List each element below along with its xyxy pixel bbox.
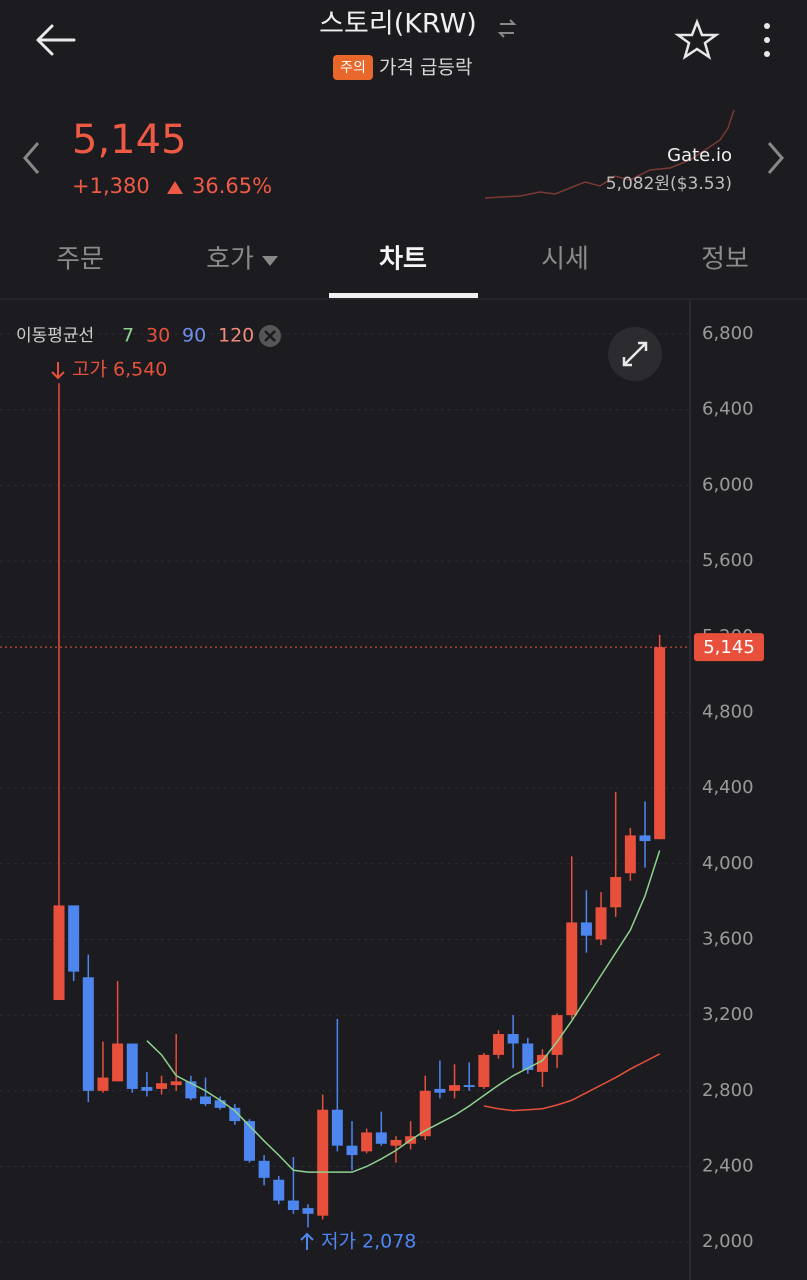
exchange-price: 5,082원($3.53) (606, 174, 732, 194)
y-tick-label: 2,000 (702, 1231, 754, 1252)
candle-body (214, 1100, 226, 1108)
high-arrow (51, 362, 65, 380)
candle-body (156, 1083, 168, 1089)
low-arrow (300, 1232, 314, 1250)
candle-body (361, 1132, 373, 1152)
candle-body (390, 1140, 402, 1146)
candle-body (346, 1145, 358, 1156)
badge (333, 55, 373, 80)
y-tick-label: 5,600 (702, 550, 754, 571)
ma-line (146, 850, 661, 1173)
candle-body (507, 1034, 519, 1044)
candle-body (493, 1034, 504, 1055)
badge-text: 주의 (340, 60, 366, 76)
candle-body (536, 1054, 548, 1072)
candle-body (97, 1077, 109, 1091)
warning: 가격 급등락 (379, 57, 472, 79)
candle-body (580, 922, 592, 936)
price: 5,145 (72, 117, 187, 163)
dropdown-icon (262, 256, 278, 266)
tab-indicator (329, 293, 478, 298)
y-tick-label: 2,400 (702, 1155, 754, 1176)
y-tick-label: 6,000 (702, 474, 754, 495)
y-tick-label: 3,600 (702, 928, 754, 949)
more-button[interactable] (764, 23, 770, 57)
candle-body (317, 1109, 329, 1216)
candle-body (302, 1208, 314, 1214)
candle-body (375, 1132, 387, 1144)
candle-body (419, 1090, 431, 1137)
exchange: Gate.io (667, 145, 732, 166)
candle-body (522, 1043, 534, 1070)
candle-body (595, 907, 607, 940)
candle-body (53, 905, 65, 1000)
price-change: +1,380 (72, 174, 150, 198)
price-rate: 36.65% (192, 174, 272, 198)
candle-body (434, 1088, 446, 1093)
candle-body (170, 1081, 182, 1086)
candle-body (243, 1121, 255, 1161)
y-tick-label: 6,400 (702, 399, 754, 420)
candle-body (112, 1043, 124, 1082)
tab[interactable]: 호가 (206, 245, 254, 275)
candle-body (654, 647, 666, 840)
high-label: 고가 6,540 (72, 359, 167, 381)
candle-body (463, 1085, 475, 1088)
candle-body (287, 1200, 299, 1210)
candle-body (229, 1107, 241, 1122)
next-button[interactable] (767, 142, 784, 174)
candle-body (566, 922, 578, 1016)
legend-title: 이동평균선 (16, 326, 94, 346)
candle-body (68, 905, 80, 972)
candle-body (185, 1081, 197, 1099)
y-tick-label: 6,800 (702, 323, 754, 344)
up-triangle (167, 181, 183, 194)
candle-body (82, 977, 94, 1091)
candle-body (624, 835, 636, 874)
candle-body (141, 1087, 153, 1091)
current-price-label: 5,145 (703, 637, 755, 658)
candle-body (610, 877, 622, 908)
low-label: 저가 2,078 (321, 1231, 416, 1253)
tab[interactable]: 정보 (701, 245, 749, 275)
tab[interactable]: 시세 (541, 245, 589, 275)
current-price-box (694, 633, 764, 662)
close-ma[interactable] (259, 325, 281, 347)
y-tick-label: 4,000 (702, 853, 754, 874)
candle-body (639, 835, 651, 842)
title: 스토리(KRW) (319, 9, 477, 40)
y-tick-label: 4,800 (702, 701, 754, 722)
legend-entry: 120 (218, 325, 254, 347)
favorite-button[interactable] (674, 18, 720, 60)
y-tick-label: 3,200 (702, 1004, 754, 1025)
y-tick-label: 2,800 (702, 1080, 754, 1101)
candle-body (126, 1043, 138, 1089)
swap-icon[interactable] (497, 19, 517, 38)
back-button[interactable] (36, 24, 76, 56)
candle-body (200, 1096, 211, 1105)
tab[interactable]: 차트 (379, 245, 427, 275)
tab[interactable]: 주문 (56, 245, 104, 275)
candle-body (273, 1179, 285, 1201)
candle-body (258, 1160, 270, 1178)
legend-entry: 90 (182, 325, 206, 347)
candle-body (331, 1109, 343, 1146)
sparkline (484, 109, 735, 199)
candle-body (551, 1015, 563, 1055)
legend-entry: 7 (122, 325, 134, 347)
ma-line (483, 1053, 660, 1112)
candle-body (478, 1054, 490, 1088)
y-tick-label: 4,400 (702, 777, 754, 798)
candle-body (449, 1085, 461, 1091)
legend-entry: 30 (146, 325, 170, 347)
expand-button[interactable] (608, 327, 662, 381)
prev-button[interactable] (23, 142, 40, 174)
